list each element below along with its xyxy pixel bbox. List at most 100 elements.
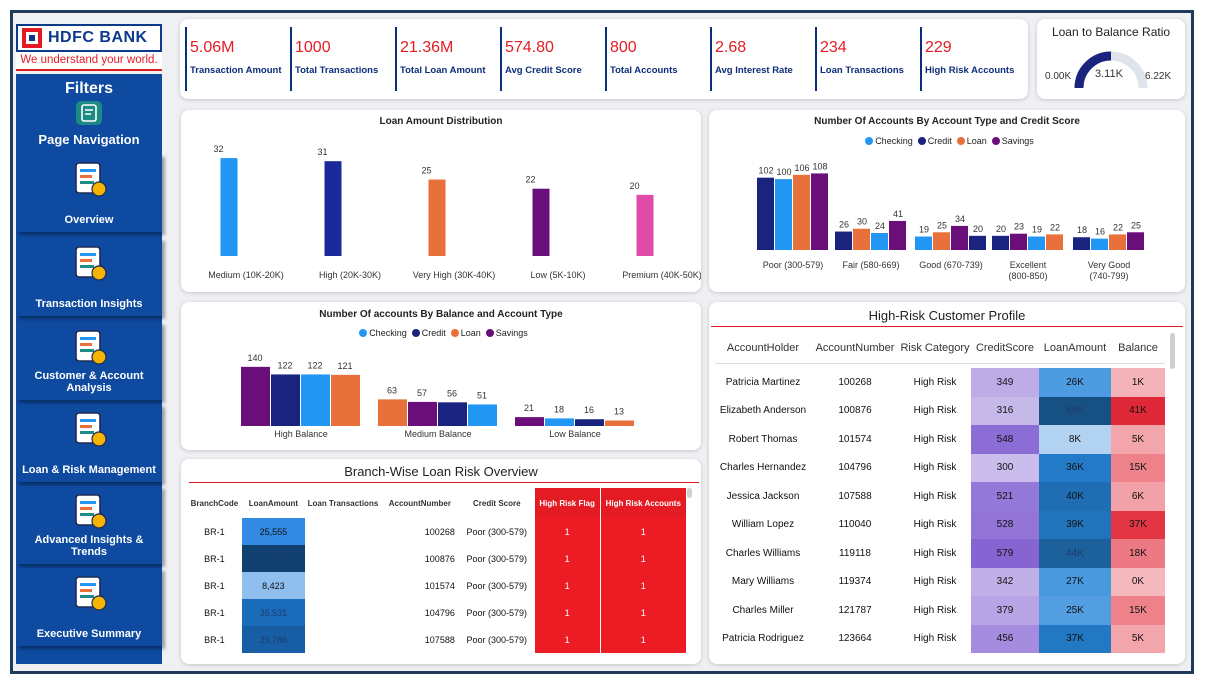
cell-flag: 1 <box>534 626 601 653</box>
cell-credit: Poor (300-579) <box>466 580 528 591</box>
bar-checking[interactable] <box>1028 236 1045 250</box>
table-row[interactable]: Charles Miller 121787 High Risk 379 25K 15K <box>715 596 1165 625</box>
nav-advanced-insights-trends-button[interactable]: Advanced Insights & Trends <box>16 486 162 564</box>
nav-customer-account-analysis-button[interactable]: Customer & Account Analysis <box>16 322 162 400</box>
bar-data-label: 20 <box>996 224 1006 234</box>
cell-accounts: 1 <box>600 626 688 653</box>
cell-loan: 39,786 <box>241 626 306 653</box>
bar-savings[interactable] <box>811 173 828 250</box>
bar-checking[interactable] <box>1091 238 1108 250</box>
column-header[interactable]: AccountHolder <box>726 341 800 354</box>
table-row[interactable]: Patricia Martinez 100268 High Risk 349 26K 1K <box>715 368 1165 397</box>
column-header[interactable]: LoanAmount <box>248 498 299 508</box>
branch-risk-table: BranchCode LoanAmount Loan Transactions Acc… <box>187 488 688 653</box>
table-row[interactable]: Charles Williams 119118 High Risk 579 44K 18K <box>715 539 1165 568</box>
bar-checking[interactable] <box>775 179 792 250</box>
bar-loan[interactable] <box>1109 234 1126 250</box>
cell-flag: 1 <box>534 518 601 545</box>
column-header[interactable]: CreditScore <box>975 341 1035 354</box>
bar-credit[interactable] <box>835 231 852 250</box>
bar-checking[interactable] <box>301 374 330 426</box>
nav-overview-button[interactable]: Overview <box>16 154 162 232</box>
kpi-label: Loan Transactions <box>820 65 904 76</box>
table-row[interactable]: BR-1 39,786 107588 Poor (300-579) 1 1 <box>187 626 688 653</box>
column-header[interactable]: AccountNumber <box>815 341 895 354</box>
bar-credit[interactable] <box>575 419 604 426</box>
table-row[interactable]: BR-1 49,395 100876 Poor (300-579) 1 1 <box>187 545 688 572</box>
bar-checking[interactable] <box>871 232 888 250</box>
cell-loan: 8K <box>1039 425 1111 454</box>
bar-savings[interactable] <box>951 225 968 250</box>
table-row[interactable]: BR-1 8,423 101574 Poor (300-579) 1 1 <box>187 572 688 599</box>
bar-checking[interactable] <box>915 236 932 250</box>
column-header[interactable]: Credit Score <box>472 498 521 508</box>
bar-credit[interactable] <box>438 402 467 426</box>
bar-loan[interactable] <box>933 232 950 250</box>
bar-data-label: 31 <box>317 147 327 157</box>
bar[interactable] <box>428 179 446 256</box>
table-row[interactable]: Jessica Jackson 107588 High Risk 521 40K 6K <box>715 482 1165 511</box>
legend-savings-label: Savings <box>495 328 528 338</box>
branch-table-scrollbar[interactable] <box>687 488 692 498</box>
cell-loan: 37K <box>1039 624 1111 653</box>
table-row[interactable]: Robert Thomas 101574 High Risk 548 8K 5K <box>715 425 1165 454</box>
bar-credit[interactable] <box>992 235 1009 250</box>
table-row[interactable]: Patricia Rodriguez 123664 High Risk 456 37K 5… <box>715 624 1165 653</box>
nav-loan-risk-management-button[interactable]: Loan & Risk Management <box>16 404 162 482</box>
gauge-value-label: 3.11K <box>1095 68 1123 80</box>
bar-credit[interactable] <box>969 235 986 250</box>
column-header[interactable]: High Risk Flag <box>534 488 601 518</box>
bar-loan[interactable] <box>378 399 407 426</box>
cell-txn <box>305 545 381 572</box>
bar-loan[interactable] <box>793 174 810 250</box>
column-header[interactable]: AccountNumber <box>388 498 451 508</box>
x-tick-label: Fair (580-669) <box>842 260 899 270</box>
column-header[interactable]: High Risk Accounts <box>600 488 688 518</box>
table-row[interactable]: Mary Williams 119374 High Risk 342 27K 0K <box>715 567 1165 596</box>
bar-savings[interactable] <box>1127 232 1144 250</box>
table-row[interactable]: William Lopez 110040 High Risk 528 39K 37K <box>715 510 1165 539</box>
bar-savings[interactable] <box>1010 233 1027 250</box>
page-navigation-button[interactable]: Page Navigation <box>16 100 162 150</box>
risk-profile-card: High-Risk Customer Profile AccountHolder… <box>709 302 1185 664</box>
bar-savings[interactable] <box>408 401 437 426</box>
bar-savings[interactable] <box>515 417 544 426</box>
bar-credit[interactable] <box>757 177 774 250</box>
bar-loan[interactable] <box>1046 234 1063 250</box>
bar-checking[interactable] <box>468 404 497 426</box>
cell-loan: 49,395 <box>241 545 306 572</box>
kpi-value: 2.68 <box>715 39 747 56</box>
bar[interactable] <box>324 161 342 256</box>
bar-data-label: 19 <box>1032 225 1042 235</box>
cell-credit: Poor (300-579) <box>466 634 528 645</box>
column-header[interactable]: Loan Transactions <box>307 498 379 508</box>
cell-loan: 27K <box>1039 567 1111 596</box>
cell-name: Elizabeth Anderson <box>719 405 807 417</box>
bar-loan[interactable] <box>853 228 870 250</box>
bar-checking[interactable] <box>545 418 574 426</box>
column-header[interactable]: Risk Category <box>900 341 970 354</box>
nav-executive-summary-button[interactable]: Executive Summary <box>16 568 162 646</box>
column-header[interactable]: Balance <box>1118 341 1158 354</box>
risk-table-scrollbar[interactable] <box>1170 333 1175 369</box>
bar-credit[interactable] <box>1073 237 1090 250</box>
gauge-card: Loan to Balance Ratio 0.00K 3.11K 6.22K <box>1037 19 1185 99</box>
column-header[interactable]: LoanAmount <box>1043 341 1107 354</box>
bar-data-label: 25 <box>421 166 431 176</box>
x-tick-label: Low (5K-10K) <box>530 270 585 280</box>
table-row[interactable]: BR-1 25,555 100268 Poor (300-579) 1 1 <box>187 518 688 545</box>
bar[interactable] <box>532 188 550 256</box>
bar[interactable] <box>220 158 238 256</box>
bar-savings[interactable] <box>241 366 270 426</box>
column-header[interactable]: BranchCode <box>190 498 239 508</box>
bar-credit[interactable] <box>271 374 300 426</box>
bar-loan[interactable] <box>605 420 634 426</box>
bar-loan[interactable] <box>331 374 360 426</box>
filters-label[interactable]: Filters <box>64 80 113 97</box>
bar-savings[interactable] <box>889 220 906 250</box>
nav-transaction-insights-button[interactable]: Transaction Insights <box>16 238 162 316</box>
table-row[interactable]: Elizabeth Anderson 100876 High Risk 316 49K 4… <box>715 396 1165 425</box>
table-row[interactable]: BR-1 35,531 104796 Poor (300-579) 1 1 <box>187 599 688 626</box>
bar[interactable] <box>636 194 654 256</box>
table-row[interactable]: Charles Hernandez 104796 High Risk 300 36K 15… <box>715 453 1165 482</box>
